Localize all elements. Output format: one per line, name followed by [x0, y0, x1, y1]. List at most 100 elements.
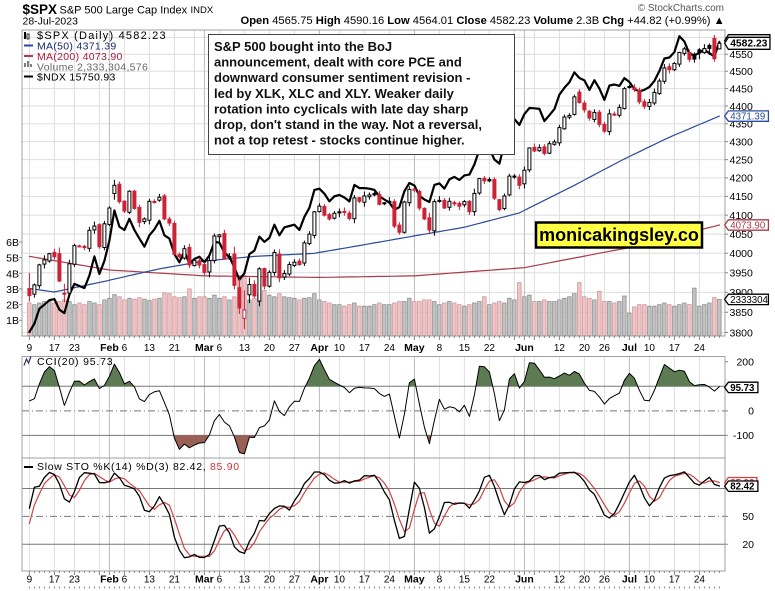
svg-text:10: 10 — [334, 343, 346, 354]
svg-text:6: 6 — [122, 575, 128, 586]
svg-text:© StockCharts.com: © StockCharts.com — [638, 3, 724, 14]
svg-text:4371.39: 4371.39 — [730, 112, 765, 123]
svg-text:downward consumer sentiment re: downward consumer sentiment revision - — [214, 70, 470, 85]
svg-text:23: 23 — [69, 575, 81, 586]
svg-text:200: 200 — [736, 357, 754, 369]
svg-text:rotation into cyclicals with l: rotation into cyclicals with late day sh… — [214, 101, 468, 116]
svg-text:Open 4565.75 High 4590.16 Low: Open 4565.75 High 4590.16 Low 4564.01 Cl… — [241, 15, 725, 27]
svg-text:17: 17 — [669, 575, 681, 586]
svg-text:S&P 500 Large Cap Index: S&P 500 Large Cap Index — [60, 4, 188, 16]
svg-text:3950: 3950 — [730, 268, 754, 280]
svg-text:6: 6 — [217, 343, 223, 354]
svg-text:MA(50) 4371.39: MA(50) 4371.39 — [37, 41, 117, 53]
svg-text:50: 50 — [742, 511, 754, 523]
svg-text:3800: 3800 — [730, 327, 754, 339]
svg-text:21: 21 — [169, 575, 181, 586]
svg-text:20: 20 — [264, 575, 276, 586]
svg-text:26: 26 — [599, 343, 611, 354]
svg-text:28-Jul-2023: 28-Jul-2023 — [23, 16, 79, 28]
svg-text:Feb: Feb — [100, 342, 119, 354]
svg-text:10: 10 — [334, 575, 346, 586]
svg-text:12: 12 — [554, 343, 566, 354]
svg-text:$NDX 15750.93: $NDX 15750.93 — [37, 72, 116, 84]
svg-text:monicakingsley.co: monicakingsley.co — [539, 225, 699, 245]
svg-text:6: 6 — [122, 343, 128, 354]
svg-text:Volume 2,333,304,576: Volume 2,333,304,576 — [37, 62, 148, 74]
svg-text:26: 26 — [599, 575, 611, 586]
svg-text:Apr: Apr — [310, 342, 328, 354]
svg-text:20: 20 — [579, 343, 591, 354]
svg-text:4400: 4400 — [730, 101, 754, 113]
svg-text:3B: 3B — [6, 284, 19, 296]
svg-text:21: 21 — [169, 343, 181, 354]
svg-text:4100: 4100 — [730, 210, 754, 222]
svg-text:8: 8 — [437, 575, 443, 586]
svg-text:24: 24 — [694, 575, 706, 586]
svg-text:15: 15 — [459, 343, 471, 354]
svg-text:10: 10 — [644, 343, 656, 354]
svg-text:Jul: Jul — [622, 574, 637, 586]
svg-text:4550: 4550 — [730, 49, 754, 61]
svg-text:Jun: Jun — [515, 574, 534, 586]
svg-text:17: 17 — [49, 575, 61, 586]
svg-text:17: 17 — [49, 343, 61, 354]
svg-text:22: 22 — [484, 575, 496, 586]
svg-text:13: 13 — [239, 343, 251, 354]
svg-text:6: 6 — [217, 575, 223, 586]
svg-text:13: 13 — [144, 575, 156, 586]
svg-text:27: 27 — [289, 575, 301, 586]
svg-text:2333304: 2333304 — [730, 295, 768, 306]
svg-text:12: 12 — [554, 575, 566, 586]
svg-text:$SPX: $SPX — [23, 2, 58, 17]
svg-text:-100: -100 — [733, 430, 754, 442]
svg-text:24: 24 — [384, 575, 396, 586]
svg-text:4B: 4B — [6, 268, 19, 280]
svg-text:4450: 4450 — [730, 83, 754, 95]
svg-text:6B: 6B — [6, 237, 19, 249]
svg-text:Feb: Feb — [100, 574, 119, 586]
svg-text:4250: 4250 — [730, 154, 754, 166]
svg-text:announcement, dealt with core: announcement, dealt with core PCE and — [214, 55, 462, 70]
svg-text:9: 9 — [27, 343, 33, 354]
svg-text:9: 9 — [27, 575, 33, 586]
svg-text:May: May — [404, 574, 425, 586]
svg-text:22: 22 — [484, 343, 496, 354]
svg-text:4500: 4500 — [730, 66, 754, 78]
svg-text:Apr: Apr — [310, 574, 328, 586]
svg-text:27: 27 — [289, 343, 301, 354]
svg-text:23: 23 — [69, 343, 81, 354]
svg-text:15: 15 — [459, 575, 471, 586]
svg-text:4073.90: 4073.90 — [730, 220, 766, 231]
svg-text:$SPX (Daily) 4582.23: $SPX (Daily) 4582.23 — [37, 30, 167, 42]
svg-text:13: 13 — [239, 575, 251, 586]
svg-text:95.73: 95.73 — [730, 383, 755, 394]
svg-text:17: 17 — [669, 343, 681, 354]
svg-text:3850: 3850 — [730, 307, 754, 319]
svg-text:8: 8 — [437, 343, 443, 354]
svg-text:Jun: Jun — [515, 342, 534, 354]
svg-text:1B: 1B — [6, 315, 19, 327]
svg-text:17: 17 — [359, 343, 371, 354]
svg-text:5B: 5B — [6, 253, 19, 265]
svg-text:led by XLK, XLC and XLY. Weake: led by XLK, XLC and XLY. Weaker daily — [214, 86, 455, 101]
svg-text:May: May — [404, 342, 425, 354]
svg-text:24: 24 — [384, 343, 396, 354]
svg-text:13: 13 — [144, 343, 156, 354]
svg-text:Jul: Jul — [622, 342, 637, 354]
svg-text:Slow STO %K(14) %D(3) 82.42, 8: Slow STO %K(14) %D(3) 82.42, 85.90 — [37, 461, 240, 473]
svg-text:0: 0 — [748, 406, 754, 418]
svg-text:INDX: INDX — [191, 5, 214, 16]
svg-text:Mar: Mar — [195, 574, 214, 586]
svg-text:MA(200) 4073.90: MA(200) 4073.90 — [37, 51, 123, 63]
svg-text:4050: 4050 — [730, 229, 754, 241]
svg-text:S&P 500 bought into the BoJ: S&P 500 bought into the BoJ — [214, 39, 392, 54]
svg-text:Mar: Mar — [195, 342, 214, 354]
svg-text:CCI(20) 95.73: CCI(20) 95.73 — [37, 356, 113, 368]
svg-text:82.42: 82.42 — [730, 482, 754, 493]
svg-text:4150: 4150 — [730, 191, 754, 203]
svg-text:4200: 4200 — [730, 173, 754, 185]
svg-text:2B: 2B — [6, 300, 19, 312]
svg-text:4300: 4300 — [730, 136, 754, 148]
svg-text:20: 20 — [742, 539, 754, 551]
svg-text:17: 17 — [359, 575, 371, 586]
